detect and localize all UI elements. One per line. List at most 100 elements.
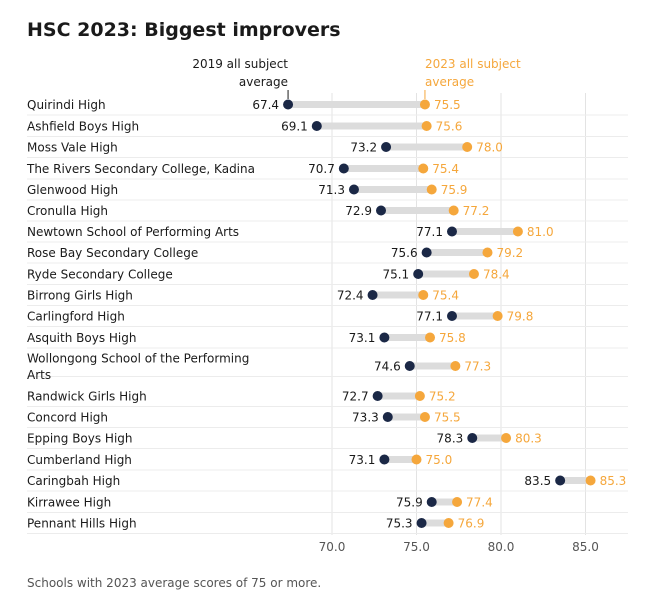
school-name: Pennant Hills High (27, 517, 137, 531)
dot-2023 (482, 247, 493, 258)
dot-2023 (585, 475, 596, 486)
label-2019: 73.2 (350, 141, 377, 155)
school-row: Birrong Girls High 72.4 75.4 (27, 289, 628, 306)
school-name-line2: Arts (27, 368, 51, 382)
label-2023: 85.3 (600, 474, 627, 488)
school-row: Rose Bay Secondary College 75.6 79.2 (27, 246, 628, 264)
label-2019: 72.7 (342, 390, 369, 404)
label-2023: 75.6 (436, 120, 463, 134)
dot-2019 (283, 99, 294, 110)
dot-2019 (426, 497, 437, 507)
label-2019: 72.9 (345, 204, 372, 218)
dot-2019 (413, 269, 424, 279)
label-2023: 76.9 (458, 517, 485, 531)
chart-footnote: Schools with 2023 average scores of 75 o… (27, 576, 321, 590)
dot-2019 (372, 391, 383, 401)
school-row: Epping Boys High 78.3 80.3 (27, 432, 628, 449)
dot-2023 (443, 518, 454, 528)
dot-2019 (404, 361, 415, 371)
school-name: Newtown School of Performing Arts (27, 225, 239, 239)
school-row: Kirrawee High 75.9 77.4 (27, 496, 628, 513)
school-name: Carlingford High (27, 310, 125, 324)
school-row: Caringbah High 83.5 85.3 (27, 474, 628, 492)
dot-2023 (419, 412, 430, 422)
dot-2019 (379, 332, 390, 343)
school-name: Cumberland High (27, 453, 132, 467)
label-2023: 75.5 (434, 98, 461, 112)
dot-2019 (348, 184, 359, 195)
dot-2023 (418, 163, 429, 174)
dot-2019 (311, 121, 322, 131)
dot-2023 (450, 361, 461, 371)
school-row: Carlingford High 77.1 79.8 (27, 310, 628, 327)
school-row: Cronulla High 72.9 77.2 (27, 204, 628, 222)
dot-2023 (414, 391, 425, 401)
label-2019: 73.1 (349, 453, 376, 467)
series-headers: 2019 all subject average 2023 all subject a… (192, 57, 521, 99)
label-2023: 77.2 (463, 204, 490, 218)
label-2019: 77.1 (416, 310, 443, 324)
label-2023: 75.2 (429, 390, 456, 404)
school-name: The Rivers Secondary College, Kadina (26, 162, 255, 176)
school-name-line1: Wollongong School of the Performing (27, 352, 249, 366)
label-2019: 74.6 (374, 360, 401, 374)
school-name: Ashfield Boys High (27, 120, 139, 134)
header-2023-line2: average (425, 75, 474, 89)
label-2019: 75.1 (382, 268, 409, 282)
dot-2019 (338, 163, 349, 174)
label-2019: 75.6 (391, 246, 418, 260)
label-2019: 75.9 (396, 496, 423, 510)
label-2019: 77.1 (416, 225, 443, 239)
dot-2023 (421, 121, 432, 131)
school-row: Moss Vale High 73.2 78.0 (27, 141, 628, 158)
label-2023: 75.4 (432, 289, 459, 303)
dot-2019 (382, 412, 393, 422)
label-2019: 71.3 (318, 183, 345, 197)
label-2019: 67.4 (252, 98, 279, 112)
school-row: Wollongong School of the Performing Arts 7… (27, 352, 628, 382)
label-2019: 78.3 (437, 432, 464, 446)
label-2019: 75.3 (386, 517, 413, 531)
label-2023: 78.0 (476, 141, 503, 155)
label-2019: 72.4 (337, 289, 364, 303)
school-name: Ryde Secondary College (27, 268, 173, 282)
chart-rows: Quirindi High 67.4 75.5 Ashfield Boys High 6… (26, 98, 628, 534)
label-2019: 70.7 (308, 162, 335, 176)
dot-2023 (501, 433, 512, 443)
label-2023: 75.8 (439, 331, 466, 345)
school-row: Newtown School of Performing Arts 77.1 81.… (27, 225, 628, 243)
school-name: Epping Boys High (27, 432, 133, 446)
label-2019: 73.1 (349, 331, 376, 345)
dot-2023 (425, 332, 436, 343)
school-name: Concord High (27, 411, 108, 425)
school-name: Caringbah High (27, 474, 120, 488)
header-2023-line1: 2023 all subject (425, 57, 521, 71)
header-2019-line2: average (239, 75, 288, 89)
dot-2023 (468, 269, 479, 279)
school-name: Birrong Girls High (27, 289, 133, 303)
school-row: Quirindi High 67.4 75.5 (27, 98, 628, 116)
dot-2023 (418, 290, 429, 300)
label-2023: 81.0 (527, 225, 554, 239)
school-name: Randwick Girls High (27, 390, 147, 404)
dot-2019 (446, 311, 457, 321)
label-2023: 78.4 (483, 268, 510, 282)
label-2023: 75.9 (441, 183, 468, 197)
dot-2023 (512, 226, 523, 237)
label-2023: 75.5 (434, 411, 461, 425)
dot-2019 (555, 475, 566, 486)
school-name: Quirindi High (27, 98, 106, 112)
dot-2023 (411, 454, 422, 465)
school-name: Kirrawee High (27, 496, 111, 510)
x-tick-label: 80.0 (488, 540, 515, 554)
dot-2023 (426, 184, 437, 195)
dot-2019 (367, 290, 378, 300)
label-2023: 79.8 (507, 310, 534, 324)
dot-2019 (381, 142, 392, 152)
school-name: Cronulla High (27, 204, 108, 218)
school-name: Rose Bay Secondary College (27, 246, 198, 260)
x-tick-label: 85.0 (572, 540, 599, 554)
header-2019-line1: 2019 all subject (192, 57, 288, 71)
school-row: Asquith Boys High 73.1 75.8 (27, 331, 628, 349)
